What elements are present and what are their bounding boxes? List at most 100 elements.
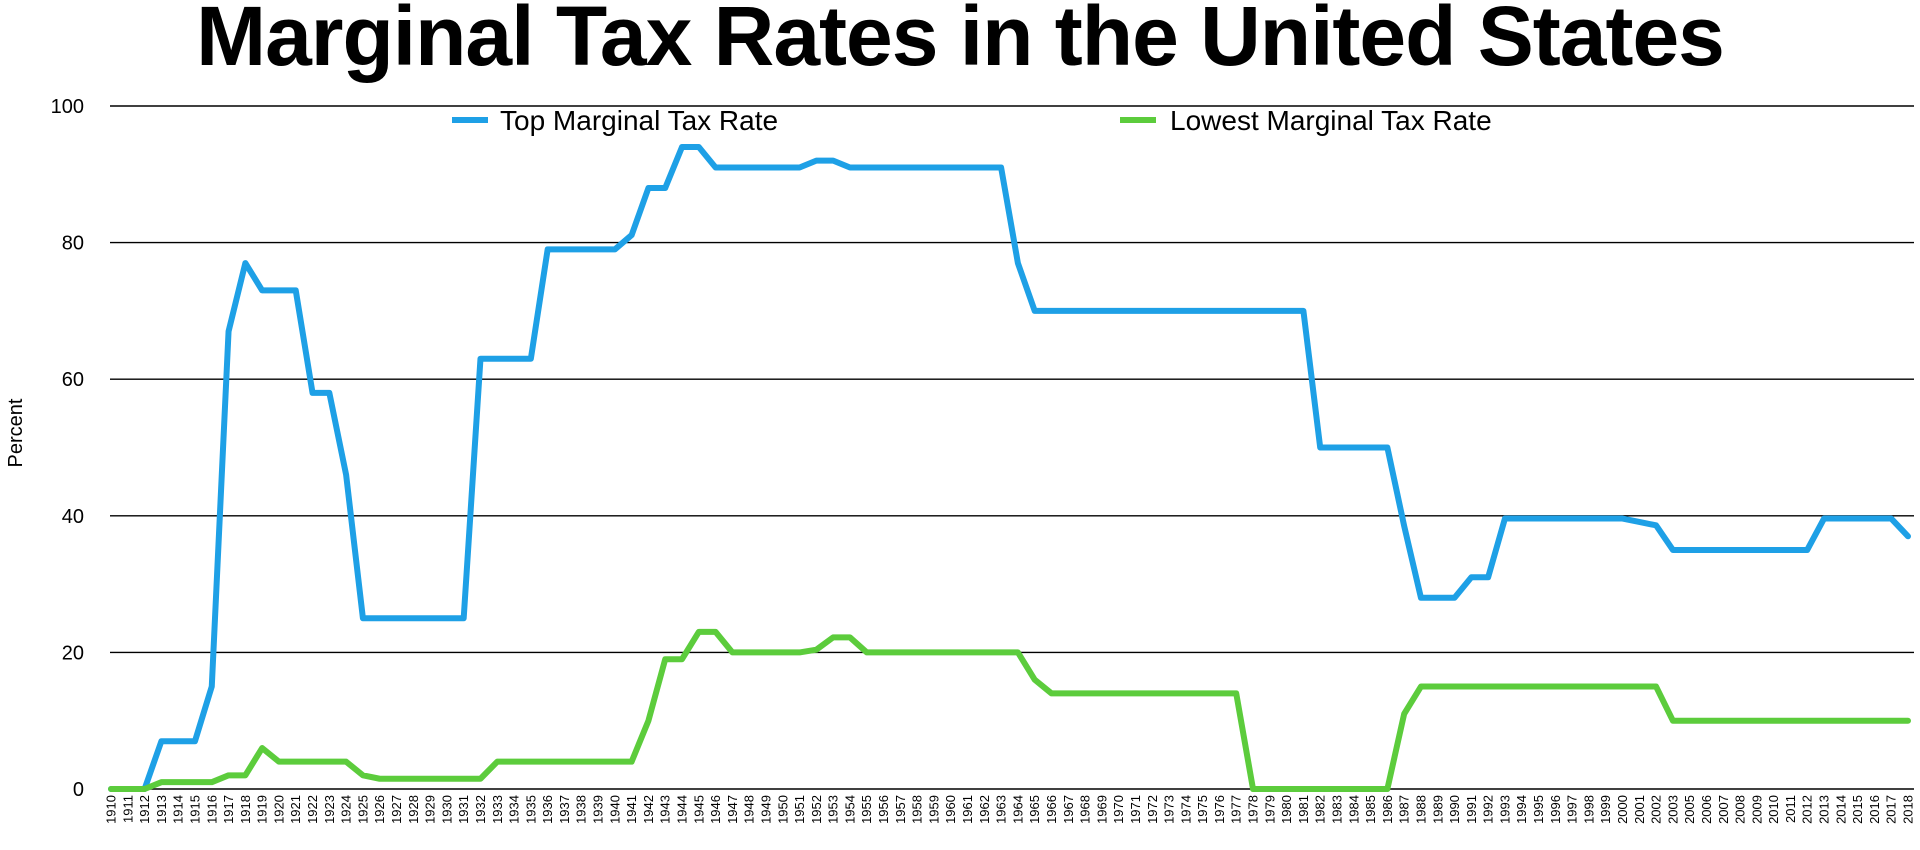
x-tick-label: 1993 [1497,795,1512,824]
x-tick-label: 1919 [255,795,270,824]
x-tick-label: 1990 [1447,795,1462,824]
x-tick-label: 1955 [859,795,874,824]
x-tick-label: 1965 [1027,795,1042,824]
x-tick-label: 1933 [490,795,505,824]
x-tick-label: 1988 [1413,795,1428,824]
x-tick-label: 1953 [826,795,841,824]
x-tick-label: 2013 [1817,795,1832,824]
y-tick-label: 60 [62,369,84,391]
x-tick-label: 2015 [1850,795,1865,824]
x-tick-label: 2008 [1733,795,1748,824]
y-tick-label: 100 [51,96,84,118]
x-tick-label: 2003 [1665,795,1680,824]
x-tick-label: 1944 [675,795,690,824]
x-tick-label: 2018 [1901,795,1916,824]
x-tick-label: 1917 [221,795,236,824]
x-tick-label: 1914 [171,795,186,824]
x-tick-label: 1925 [355,795,370,824]
x-tick-label: 1926 [372,795,387,824]
legend-label-top-marginal-tax-rate: Top Marginal Tax Rate [500,105,778,136]
x-tick-label: 1916 [204,795,219,824]
y-tick-label: 0 [73,779,84,801]
x-tick-label: 1932 [473,795,488,824]
x-tick-label: 1958 [910,795,925,824]
x-tick-label: 2005 [1682,795,1697,824]
x-tick-label: 1938 [574,795,589,824]
x-tick-label: 1945 [691,795,706,824]
x-tick-label: 1994 [1514,795,1529,824]
x-tick-label: 1951 [792,795,807,824]
series-line-lowest-marginal-tax-rate [108,628,1911,792]
x-tick-label: 1987 [1397,795,1412,824]
x-tick-label: 1949 [758,795,773,824]
x-tick-label: 1946 [708,795,723,824]
x-tick-label: 1923 [322,795,337,824]
x-tick-label: 1941 [624,795,639,824]
x-tick-label: 1999 [1598,795,1613,824]
x-tick-label: 1997 [1565,795,1580,824]
legend: Top Marginal Tax Rate Lowest Marginal Tax… [452,105,1492,136]
x-tick-label: 1922 [305,795,320,824]
y-axis-ticks: 0 20 40 60 80 100 [51,96,84,801]
y-tick-label: 80 [62,233,84,255]
x-tick-label: 1979 [1262,795,1277,824]
x-tick-label: 1973 [1162,795,1177,824]
x-tick-label: 2000 [1615,795,1630,824]
x-tick-label: 1962 [977,795,992,824]
x-tick-label: 1995 [1531,795,1546,824]
x-tick-label: 1947 [725,795,740,824]
x-tick-label: 1931 [456,795,471,824]
x-tick-label: 1985 [1363,795,1378,824]
x-tick-label: 2017 [1884,795,1899,824]
x-tick-label: 1937 [557,795,572,824]
x-tick-label: 2016 [1867,795,1882,824]
x-tick-label: 1913 [154,795,169,824]
x-tick-label: 1969 [1094,795,1109,824]
x-tick-label: 1960 [943,795,958,824]
x-tick-label: 1982 [1313,795,1328,824]
x-tick-label: 1989 [1430,795,1445,824]
x-tick-label: 1957 [893,795,908,824]
x-axis-ticks: 1910 1911 1912 1913 1914 1915 1916 1917 1918 1919… [104,795,1916,824]
x-tick-label: 1918 [238,795,253,824]
x-tick-label: 1936 [540,795,555,824]
x-tick-label: 1952 [809,795,824,824]
x-tick-label: 2012 [1800,795,1815,824]
x-tick-label: 1927 [389,795,404,824]
x-tick-label: 1966 [1044,795,1059,824]
x-tick-label: 1978 [1246,795,1261,824]
x-tick-label: 1954 [842,795,857,824]
x-tick-label: 1929 [423,795,438,824]
y-tick-label: 20 [62,642,84,664]
series-line-top-marginal-tax-rate [108,143,1911,792]
x-tick-label: 1924 [339,795,354,824]
y-tick-label: 40 [62,506,84,528]
x-tick-label: 1967 [1061,795,1076,824]
x-tick-label: 1956 [876,795,891,824]
x-tick-label: 2014 [1833,795,1848,824]
x-tick-label: 1971 [1128,795,1143,824]
x-tick-label: 2009 [1749,795,1764,824]
x-tick-label: 1964 [1010,795,1025,824]
x-tick-label: 1975 [1195,795,1210,824]
x-tick-label: 1939 [591,795,606,824]
x-tick-label: 1998 [1581,795,1596,824]
x-tick-label: 2006 [1699,795,1714,824]
x-tick-label: 1974 [1178,795,1193,824]
x-tick-label: 1943 [658,795,673,824]
x-tick-label: 1934 [507,795,522,824]
x-tick-label: 1935 [523,795,538,824]
x-tick-label: 2007 [1716,795,1731,824]
x-tick-label: 1992 [1481,795,1496,824]
x-tick-label: 1986 [1380,795,1395,824]
x-tick-label: 1959 [926,795,941,824]
x-tick-label: 1970 [1111,795,1126,824]
x-tick-label: 1912 [137,795,152,824]
x-tick-label: 2001 [1632,795,1647,824]
x-tick-label: 1928 [406,795,421,824]
x-tick-label: 1930 [439,795,454,824]
x-tick-label: 1948 [742,795,757,824]
x-tick-label: 1980 [1279,795,1294,824]
x-tick-label: 1983 [1329,795,1344,824]
